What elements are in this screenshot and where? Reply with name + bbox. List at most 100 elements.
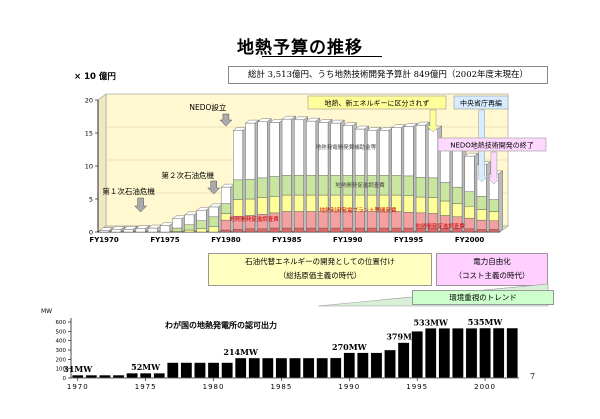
environment-trend-label: 環境重視のトレンド xyxy=(412,290,554,305)
plot-side-wall xyxy=(97,93,107,233)
summary-box: 総計 3,513億円、うち地熱技術開発予算計 849億円（2002年度末現在） xyxy=(228,66,548,84)
nedo-end-box xyxy=(437,137,547,152)
budget-bar-segment xyxy=(196,228,207,233)
capacity-bar xyxy=(180,362,193,379)
capacity-bar xyxy=(452,328,464,379)
capacity-x-tick-label: 1975 xyxy=(135,383,157,391)
budget-bar-segment xyxy=(245,198,256,216)
capacity-y-tick-label: 100 xyxy=(56,367,67,373)
x-tick-label: FY1980 xyxy=(211,236,240,244)
capacity-bar xyxy=(221,362,233,379)
oil-crisis-2-arrow xyxy=(207,180,221,195)
capacity-data-label: 535MW xyxy=(468,317,504,327)
budget-bar-segment xyxy=(476,229,487,233)
unit-label-prefix: × 10 xyxy=(74,72,96,82)
capacity-data-label: 214MW xyxy=(223,347,259,357)
budget-bar-segment xyxy=(318,227,329,233)
series-label: 地熱利用発電プラント等開発費 xyxy=(319,206,397,214)
budget-bar-segment xyxy=(403,227,414,233)
reorg-box xyxy=(453,95,509,110)
series-label: 地熱開発促進調査費 xyxy=(415,222,465,230)
capacity-chart: MW 0 100 200 300 400 500 600 1970 1975 1980 1985 199… xyxy=(41,308,519,391)
capacity-bar xyxy=(343,352,356,379)
budget-bar-segment xyxy=(281,175,292,196)
budget-bar-segment xyxy=(306,227,317,233)
capacity-bar xyxy=(289,357,301,379)
capacity-x-tick-label: 1985 xyxy=(271,383,293,391)
category-change-arrow xyxy=(426,109,440,133)
budget-bar-segment xyxy=(379,227,390,233)
capacity-bar xyxy=(262,357,274,379)
budget-bar-segment xyxy=(452,148,463,188)
budget-bar-segment xyxy=(184,224,195,231)
budget-bar-segment xyxy=(391,127,402,176)
budget-bar-segment xyxy=(379,211,390,229)
x-tick-label: FY1990 xyxy=(333,236,362,244)
budget-chart: 0 5 10 15 20 FY1970 FY1975 FY1980 FY1985 FY1990 FY… xyxy=(85,93,547,244)
budget-bar-segment xyxy=(135,228,146,233)
budget-bar-segment xyxy=(464,191,475,207)
capacity-bar xyxy=(275,357,288,379)
budget-bar-segment xyxy=(440,200,451,216)
budget-bar-segment xyxy=(403,126,414,177)
capacity-bar xyxy=(370,352,383,379)
capacity-bar xyxy=(397,342,410,379)
budget-bar-segment xyxy=(208,216,219,227)
budget-bar-segment xyxy=(196,210,207,221)
budget-bar-segment xyxy=(318,211,329,229)
budget-bar-segment xyxy=(294,175,304,196)
capacity-y-tick-label: 600 xyxy=(56,320,67,326)
capacity-bar xyxy=(194,362,206,379)
x-tick-label: FY2000 xyxy=(455,236,484,244)
budget-bar-segment xyxy=(220,229,231,233)
era-oil-alternative: 石油代替エネルギーの開発としての位置付け （総括原価主義の時代） xyxy=(208,253,432,286)
budget-bar-segment xyxy=(233,179,244,200)
budget-bar-segment xyxy=(208,206,219,218)
budget-bar-segment xyxy=(440,182,451,202)
capacity-bar xyxy=(167,362,179,379)
y-tick-label: 0 xyxy=(89,229,93,237)
budget-bar-segment xyxy=(184,229,195,233)
capacity-bar xyxy=(153,372,165,379)
budget-bar-segment xyxy=(245,178,256,200)
oil-crisis-2-annotation: 第２次石油危機 xyxy=(161,170,214,180)
budget-bar-segment xyxy=(354,128,365,176)
budget-bar-segment xyxy=(464,217,475,229)
budget-bar-segment xyxy=(452,203,463,218)
title-underline xyxy=(262,56,382,57)
budget-bar-segment xyxy=(330,227,341,233)
capacity-bar xyxy=(506,327,518,379)
budget-bar-segment xyxy=(269,196,280,214)
budget-bar-segment xyxy=(257,177,268,198)
capacity-x-tick-label: 1980 xyxy=(203,383,225,391)
budget-bar-segment xyxy=(415,124,426,178)
budget-bar-segment xyxy=(452,186,463,204)
budget-bar-segment xyxy=(403,195,414,213)
budget-bar-segment xyxy=(269,122,280,177)
budget-bar-segment xyxy=(196,220,207,229)
budget-bar-segment xyxy=(367,130,378,176)
budget-bar-segment xyxy=(464,155,475,192)
capacity-data-label: 52MW xyxy=(131,362,161,372)
capacity-y-tick-label: 500 xyxy=(56,329,67,335)
budget-bar-side xyxy=(498,170,503,233)
capacity-bar xyxy=(72,374,84,379)
budget-bar-segment xyxy=(257,197,268,215)
budget-bar-segment xyxy=(257,121,268,179)
budget-bar-segment xyxy=(342,211,353,229)
capacity-bar xyxy=(234,357,247,379)
capacity-bar xyxy=(492,327,505,379)
x-tick-label: FY1995 xyxy=(394,236,423,244)
budget-bar-segment xyxy=(281,118,292,176)
budget-bar-segment xyxy=(476,219,487,230)
capacity-bar xyxy=(139,372,152,379)
budget-bar-segment xyxy=(391,227,402,233)
budget-bar-segment xyxy=(184,214,195,225)
capacity-x-tick-label: 1995 xyxy=(406,383,428,391)
era-deregulation-line1: 電力自由化 xyxy=(473,257,511,266)
era-oil-alternative-line1: 石油代替エネルギーの開発としての位置付け xyxy=(245,257,395,266)
capacity-bar xyxy=(465,328,478,379)
series-label: 地熱発電開発費補助金等 xyxy=(316,143,377,151)
budget-bar-segment xyxy=(294,211,304,229)
budget-bar-segment xyxy=(123,229,134,233)
